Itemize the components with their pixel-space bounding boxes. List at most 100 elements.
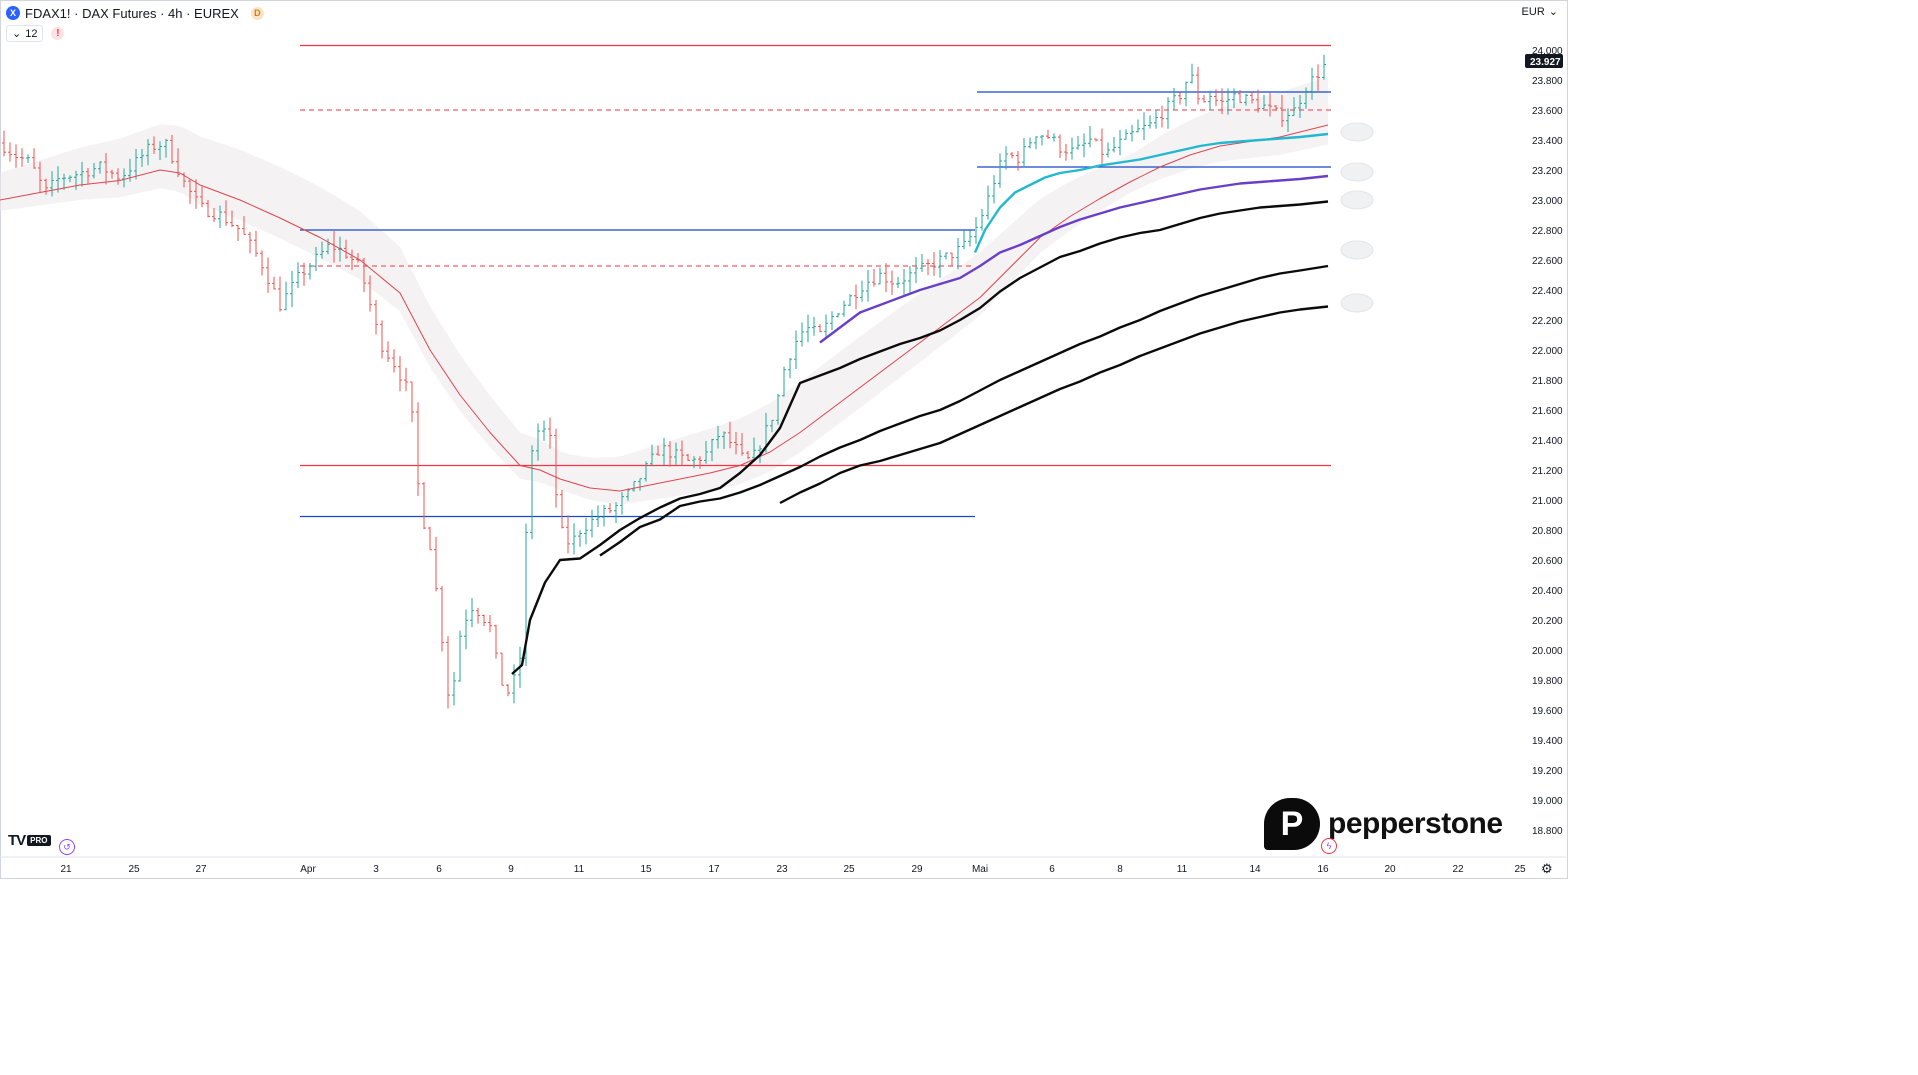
candle [218, 205, 222, 229]
gear-icon[interactable]: ⚙ [1541, 861, 1553, 876]
candle [1154, 109, 1158, 129]
candle [416, 402, 420, 496]
candle [14, 144, 18, 168]
candle [830, 311, 834, 330]
candle [1280, 94, 1284, 128]
candle [374, 299, 378, 335]
candle [1226, 88, 1230, 115]
candle [1040, 134, 1044, 146]
symbol-header[interactable]: X FDAX1! · DAX Futures · 4h · EUREX D [6, 4, 264, 22]
candle [884, 263, 888, 293]
candle [722, 431, 726, 450]
candle [842, 300, 846, 317]
candle [1214, 89, 1218, 107]
tradingview-logo-mark: TV [8, 832, 26, 849]
y-tick-label: 20.800 [1532, 526, 1563, 537]
x-tick-label: 21 [60, 864, 72, 875]
candle [38, 161, 42, 193]
candle [812, 316, 816, 336]
candle [668, 441, 672, 467]
candle [776, 393, 780, 425]
candle [590, 509, 594, 538]
candle [44, 178, 48, 195]
x-tick-label: 11 [574, 864, 585, 875]
price-axis[interactable]: 24.000 23.800 23.600 23.400 23.200 23.000 22.8… [1525, 46, 1563, 837]
candle [782, 366, 786, 397]
candle [1034, 136, 1038, 150]
candle [20, 148, 24, 167]
candle [956, 238, 960, 270]
candle [404, 367, 408, 392]
candle [308, 263, 312, 280]
line-cyan [973, 132, 1329, 253]
indicators-row: ⌄ 12 ! [6, 25, 65, 42]
candle [1316, 64, 1320, 91]
x-tick-label: 20 [1384, 864, 1396, 875]
candle [494, 624, 498, 659]
candle [230, 210, 234, 228]
candle [1112, 136, 1116, 153]
candle [872, 268, 876, 287]
warning-icon[interactable]: ! [51, 27, 65, 40]
candle [854, 284, 858, 310]
y-tick-label: 21.600 [1532, 406, 1563, 417]
candle [992, 175, 996, 204]
candle [164, 138, 168, 158]
indicator-lines [0, 124, 1329, 675]
candle [1232, 88, 1236, 109]
y-tick-label: 18.800 [1532, 826, 1563, 837]
candle [98, 161, 102, 174]
time-axis[interactable]: 21 25 27 Apr 3 6 9 11 15 17 23 25 29 Mai 6 8 11 14 16 20 22 2… [0, 856, 1566, 875]
candle [788, 357, 792, 379]
delayed-data-badge-icon[interactable]: D [250, 6, 264, 20]
y-tick-label: 23.600 [1532, 106, 1563, 117]
y-tick-label: 22.000 [1532, 346, 1563, 357]
candle [644, 461, 648, 482]
currency-selector[interactable]: EUR ⌄ [1522, 5, 1558, 19]
indicators-toggle-button[interactable]: ⌄ 12 [6, 25, 44, 42]
candle [266, 257, 270, 293]
candle [1106, 142, 1110, 158]
chart-frame [0, 0, 1568, 879]
pepperstone-watermark: P pepperstone [1264, 798, 1503, 850]
candle [272, 276, 276, 290]
candle [1310, 67, 1314, 100]
candle [62, 173, 66, 190]
candle [1172, 88, 1176, 110]
y-tick-label: 21.400 [1532, 436, 1563, 447]
candle [1286, 108, 1290, 133]
candle [200, 186, 204, 208]
candle [2, 130, 6, 157]
candle [542, 420, 546, 441]
candle [902, 269, 906, 295]
last-price-tag [1525, 53, 1563, 68]
candle [452, 671, 456, 706]
candle [638, 478, 642, 491]
candle [50, 171, 54, 197]
candle [1076, 135, 1080, 150]
candle [140, 148, 144, 167]
price-chart[interactable]: 24.000 23.800 23.600 23.400 23.200 23.000 22.8… [0, 0, 1568, 879]
brand-name: pepperstone [1328, 807, 1503, 840]
x-tick-label: Mai [972, 864, 988, 875]
x-tick-label: 9 [508, 864, 514, 875]
candle [650, 444, 654, 467]
candle [728, 421, 732, 449]
symbol-title[interactable]: FDAX1! · DAX Futures · 4h · EUREX [25, 5, 239, 21]
candle [158, 141, 162, 161]
candle [284, 281, 288, 311]
candle [620, 492, 624, 515]
x-tick-label: 6 [436, 864, 442, 875]
tradingview-logo[interactable]: TV PRO [8, 832, 51, 849]
lightning-icon[interactable]: ϟ [1321, 838, 1337, 854]
candle [1028, 137, 1032, 149]
candle [1082, 133, 1086, 158]
y-tick-label: 22.200 [1532, 316, 1563, 327]
replay-icon[interactable]: ↺ [59, 839, 75, 855]
candle [380, 320, 384, 359]
candle [488, 614, 492, 633]
candle [1190, 63, 1194, 84]
candle [572, 523, 576, 555]
candle [482, 614, 486, 627]
pepperstone-logo-icon: P [1264, 798, 1320, 850]
